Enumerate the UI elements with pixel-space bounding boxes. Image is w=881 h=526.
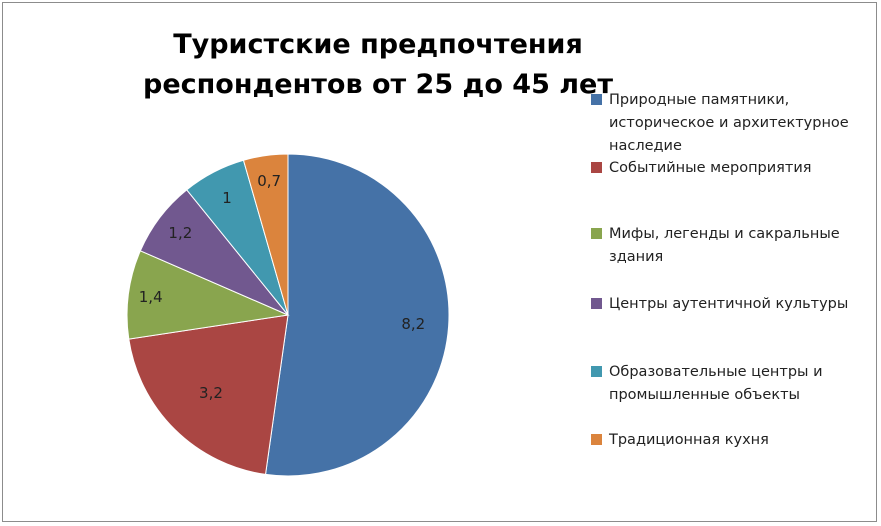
legend-swatch xyxy=(591,228,602,239)
pie-slice xyxy=(242,153,289,316)
data-label: 8,2 xyxy=(401,315,425,333)
pie-slice xyxy=(128,314,289,475)
legend-swatch xyxy=(591,298,602,309)
data-label: 1,4 xyxy=(139,288,163,306)
legend-label: Природные памятники, историческое и архи… xyxy=(609,92,849,154)
chart-title: Туристские предпочтения респондентов от … xyxy=(143,29,613,100)
legend-label: Центры аутентичной культуры xyxy=(609,296,849,312)
pie-chart: 8,2 3,2 1,4 1,2 1 0,7 xyxy=(126,153,450,477)
data-label: 1,2 xyxy=(168,224,192,242)
legend-label: Событийные мероприятия xyxy=(609,160,812,176)
data-label: 0,7 xyxy=(257,172,281,190)
legend-label: Традиционная кухня xyxy=(609,432,769,448)
legend-swatch xyxy=(591,94,602,105)
pie-slice xyxy=(126,250,290,340)
data-label: 1 xyxy=(222,189,232,207)
legend-swatch xyxy=(591,434,602,445)
legend-swatch xyxy=(591,162,602,173)
data-label: 3,2 xyxy=(199,384,223,402)
legend-label: Образовательные центры и промышленные об… xyxy=(609,364,823,403)
pie-slice xyxy=(264,153,450,477)
legend-label: Мифы, легенды и сакральные здания xyxy=(609,226,840,265)
legend-swatch xyxy=(591,366,602,377)
